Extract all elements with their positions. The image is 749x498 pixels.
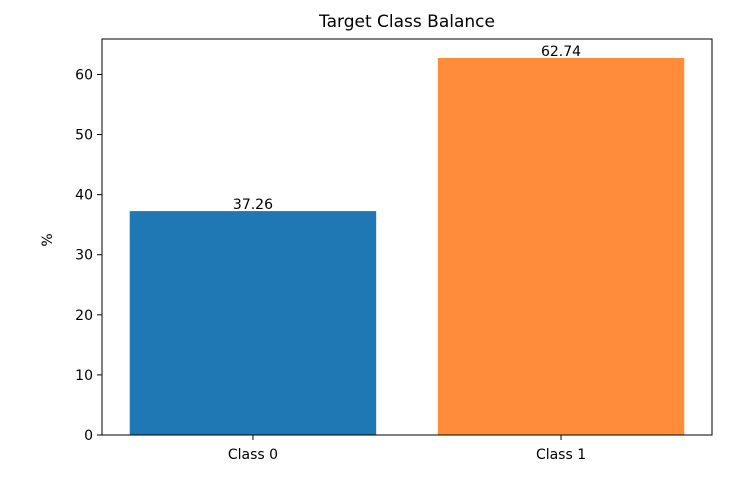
bar-value-label: 62.74 [541,44,581,60]
bar-class-0 [129,211,377,435]
plot-frame [101,38,713,436]
chart-title: Target Class Balance [318,12,495,32]
bars-group [129,57,685,435]
y-tick-label: 10 [75,368,93,384]
bar-value-label: 37.26 [233,197,273,213]
y-tick-label: 50 [75,128,93,144]
bar-class-1 [437,57,685,435]
x-tick-label: Class 0 [228,447,278,463]
y-tick-label: 60 [75,67,93,83]
y-tick-label: 20 [75,308,93,324]
y-axis-label: % [40,233,56,246]
y-tick-label: 0 [84,428,93,444]
x-tick-label: Class 1 [536,447,586,463]
data-labels-group: 37.26 62.74 [233,44,581,213]
y-tick-label: 30 [75,248,93,264]
y-axis: 0 10 20 30 40 50 60 [75,67,102,444]
x-axis: Class 0 Class 1 [228,435,586,463]
y-tick-label: 40 [75,188,93,204]
